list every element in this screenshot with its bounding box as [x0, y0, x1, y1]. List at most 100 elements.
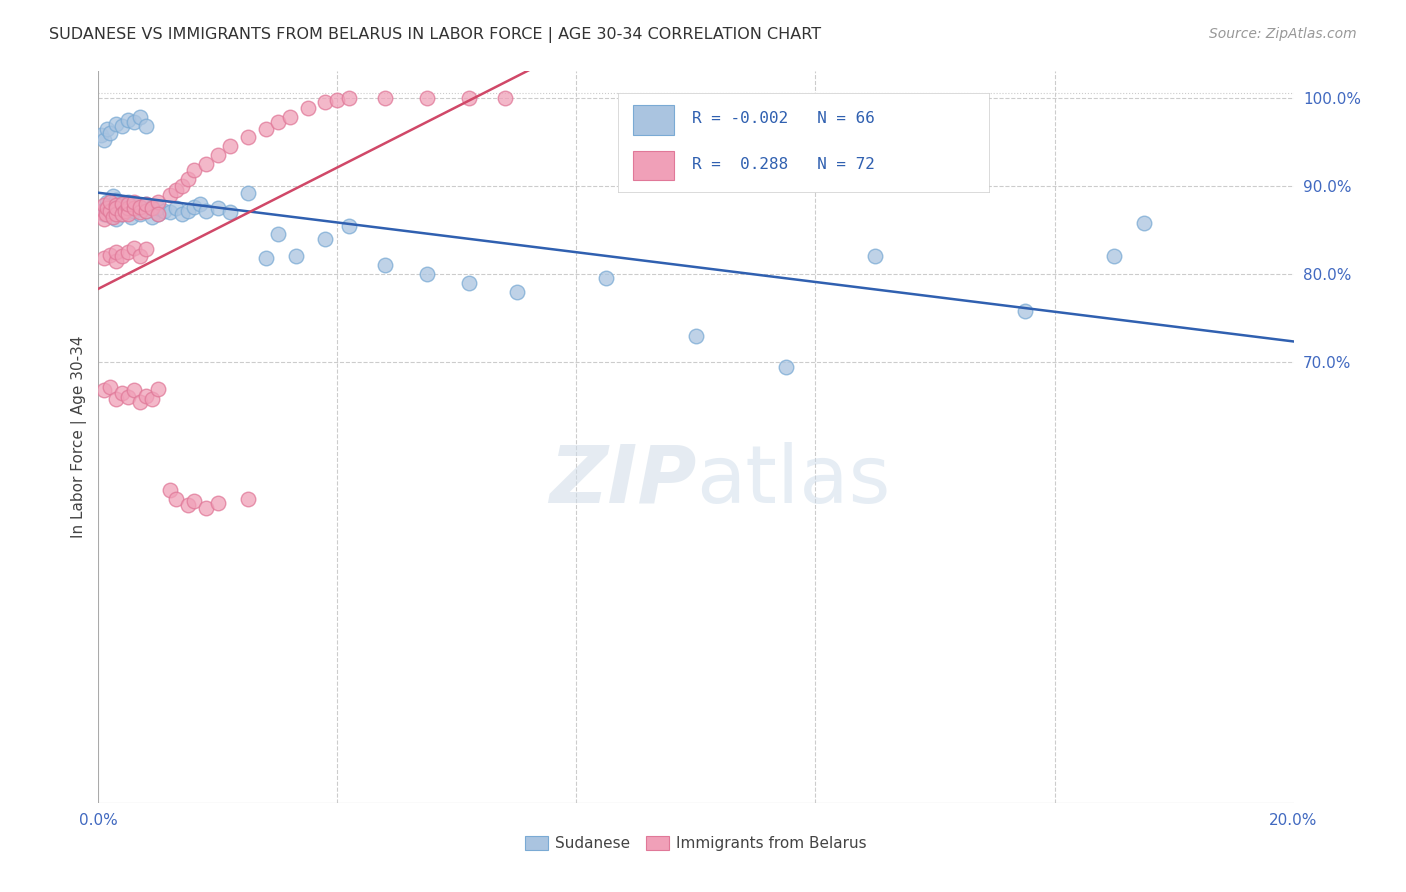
- Point: [207, 496, 229, 510]
- Point: [111, 196, 134, 211]
- Point: [159, 187, 181, 202]
- Point: [195, 500, 218, 515]
- Point: [117, 205, 139, 219]
- Point: [284, 249, 307, 263]
- Point: [90, 205, 112, 219]
- Point: [129, 205, 152, 219]
- Point: [374, 91, 396, 105]
- Point: [98, 380, 122, 394]
- Point: [148, 207, 170, 221]
- Point: [111, 196, 134, 211]
- Point: [297, 101, 319, 115]
- Point: [98, 198, 122, 212]
- Point: [135, 243, 157, 257]
- Point: [267, 227, 290, 242]
- Point: [177, 498, 200, 512]
- Point: [506, 285, 529, 299]
- Point: [93, 133, 115, 147]
- Point: [111, 386, 134, 401]
- Point: [141, 201, 163, 215]
- Point: [207, 148, 229, 162]
- Text: atlas: atlas: [696, 442, 890, 520]
- Point: [124, 201, 146, 215]
- Point: [117, 200, 139, 214]
- Point: [93, 207, 115, 221]
- Point: [374, 258, 396, 272]
- Point: [148, 207, 170, 221]
- Point: [105, 193, 128, 207]
- Point: [111, 207, 134, 221]
- Point: [98, 203, 122, 218]
- Point: [117, 196, 139, 211]
- Point: [183, 200, 205, 214]
- Point: [111, 119, 134, 133]
- Point: [96, 201, 118, 215]
- Point: [219, 139, 242, 153]
- Point: [105, 212, 128, 227]
- Point: [219, 205, 242, 219]
- Point: [195, 203, 218, 218]
- Point: [105, 207, 128, 221]
- Point: [254, 251, 277, 265]
- Point: [94, 207, 117, 221]
- Point: [129, 207, 152, 221]
- Point: [103, 210, 125, 224]
- Point: [94, 201, 117, 215]
- Point: [1104, 249, 1126, 263]
- Point: [278, 110, 301, 124]
- Point: [177, 203, 200, 218]
- Point: [117, 201, 139, 215]
- Text: ZIP: ZIP: [548, 442, 696, 520]
- Point: [267, 115, 290, 129]
- Text: SUDANESE VS IMMIGRANTS FROM BELARUS IN LABOR FORCE | AGE 30-34 CORRELATION CHART: SUDANESE VS IMMIGRANTS FROM BELARUS IN L…: [49, 27, 821, 43]
- Point: [90, 203, 112, 218]
- Point: [117, 194, 139, 209]
- Point: [172, 178, 194, 193]
- Point: [105, 392, 128, 407]
- Point: [135, 196, 157, 211]
- Point: [124, 203, 146, 218]
- Point: [117, 391, 139, 405]
- Point: [105, 253, 128, 268]
- Point: [1014, 304, 1036, 318]
- Point: [111, 207, 134, 221]
- Point: [685, 328, 707, 343]
- Point: [865, 249, 887, 263]
- Point: [117, 245, 139, 260]
- Point: [129, 394, 152, 409]
- Point: [129, 200, 152, 214]
- Point: [135, 389, 157, 403]
- Point: [129, 201, 152, 215]
- Point: [114, 201, 136, 215]
- Point: [177, 172, 200, 186]
- Point: [98, 194, 122, 209]
- Point: [458, 276, 481, 290]
- Point: [172, 207, 194, 221]
- Point: [236, 491, 259, 506]
- Point: [148, 382, 170, 396]
- Text: Source: ZipAtlas.com: Source: ZipAtlas.com: [1209, 27, 1357, 41]
- Point: [103, 189, 125, 203]
- Point: [326, 93, 349, 107]
- Point: [236, 186, 259, 200]
- Point: [114, 203, 136, 218]
- Point: [124, 384, 146, 398]
- Point: [339, 219, 361, 233]
- Point: [159, 205, 181, 219]
- Point: [494, 91, 516, 105]
- Legend: Sudanese, Immigrants from Belarus: Sudanese, Immigrants from Belarus: [519, 830, 873, 857]
- Point: [105, 245, 128, 260]
- Point: [98, 247, 122, 261]
- Point: [188, 196, 211, 211]
- Point: [315, 95, 337, 110]
- Point: [98, 205, 122, 219]
- Point: [148, 201, 170, 215]
- Point: [416, 267, 439, 281]
- Point: [195, 157, 218, 171]
- Point: [207, 201, 229, 215]
- Point: [111, 249, 134, 263]
- Point: [124, 115, 146, 129]
- Point: [148, 194, 170, 209]
- Point: [108, 203, 131, 218]
- Point: [117, 207, 139, 221]
